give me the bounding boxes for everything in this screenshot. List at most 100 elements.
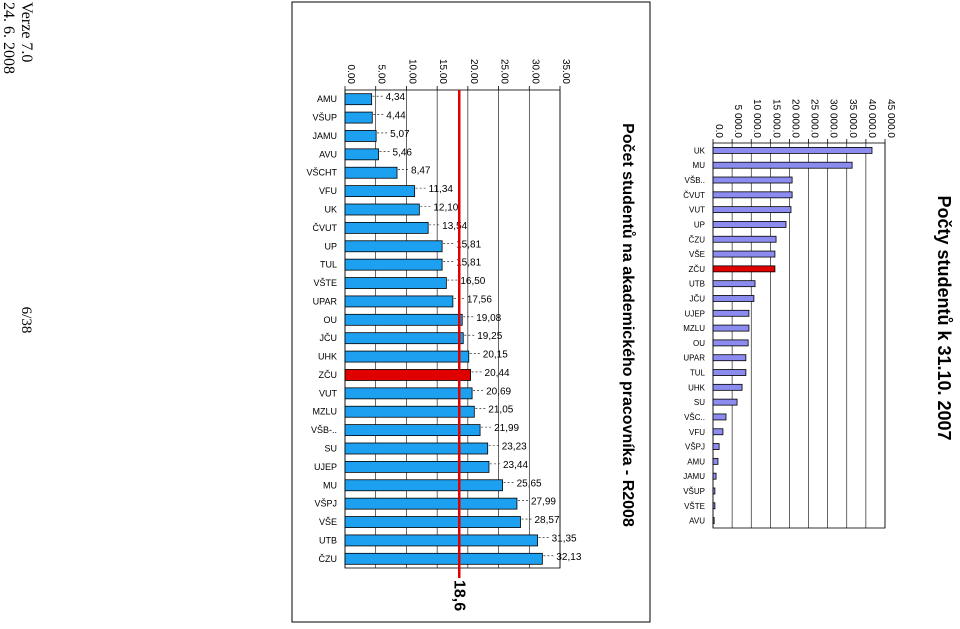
category-label: UHK <box>318 352 337 362</box>
bar <box>712 398 738 406</box>
category-label: MU <box>693 161 706 170</box>
bar <box>344 460 490 473</box>
category-label: AVU <box>319 149 337 159</box>
category-label: ČZU <box>689 235 706 244</box>
bar <box>344 350 470 363</box>
category-label: VŠPJ <box>314 499 337 509</box>
category-label: ZČU <box>319 370 338 380</box>
x-tick-label: 25.00 <box>499 59 510 84</box>
x-tick-label: 30 000.0 <box>828 99 839 138</box>
bar <box>712 250 776 258</box>
x-tick-label: 10.00 <box>406 59 417 84</box>
page-number: 6/38 <box>18 307 34 334</box>
x-tick-label: 5 000.0 <box>732 105 743 139</box>
category-label: JČU <box>320 333 338 343</box>
category-label: ČVUT <box>313 223 338 233</box>
category-label: UPAR <box>683 354 705 363</box>
bar <box>344 93 373 106</box>
value-label: 17,56 <box>467 294 492 305</box>
category-label: TUL <box>690 369 706 378</box>
x-tick-label: 10 000.0 <box>751 99 762 138</box>
bar <box>344 552 543 565</box>
value-label: 31,35 <box>552 533 577 544</box>
value-label: 19,25 <box>477 331 502 342</box>
x-tick-label: 15.00 <box>437 59 448 84</box>
bar <box>344 534 538 547</box>
category-label: AMU <box>317 94 337 104</box>
category-label: UP <box>694 220 705 229</box>
x-tick-label: 20 000.0 <box>789 99 800 138</box>
bar <box>712 487 716 495</box>
bar <box>712 443 720 450</box>
category-label: UK <box>324 205 337 215</box>
category-label: JČU <box>689 294 705 303</box>
value-label: 21,99 <box>494 423 519 434</box>
category-label: VŠTE <box>313 278 337 288</box>
category-label: VUT <box>689 206 705 215</box>
bar <box>344 185 416 198</box>
category-label: VŠE <box>319 517 337 527</box>
bar <box>344 258 443 271</box>
category-label: SU <box>324 444 337 454</box>
bar <box>344 130 377 142</box>
bar <box>712 428 724 436</box>
bar <box>712 221 787 228</box>
bar <box>712 309 750 317</box>
bar <box>344 387 473 400</box>
bar <box>344 166 398 179</box>
bar <box>344 479 503 492</box>
bar <box>712 265 776 273</box>
bar <box>344 332 464 345</box>
value-label: 4,34 <box>386 92 406 103</box>
value-label: 15,81 <box>456 258 481 269</box>
category-label: UP <box>324 241 337 251</box>
category-label: AMU <box>687 457 705 466</box>
date: 24. 6. 2008 <box>0 2 17 74</box>
bar <box>344 497 518 510</box>
plot-area <box>344 89 561 569</box>
value-label: 32,13 <box>556 552 581 563</box>
value-label: 4,44 <box>386 111 406 122</box>
x-tick-label: 35.00 <box>560 59 571 84</box>
value-label: 25,65 <box>517 478 542 489</box>
bar <box>344 295 454 308</box>
category-label: ČZU <box>319 554 338 564</box>
value-label: 21,05 <box>488 405 513 416</box>
x-tick-label: 15 000.0 <box>770 99 781 138</box>
bar <box>712 502 716 510</box>
x-tick-label: 30.00 <box>529 59 540 84</box>
category-label: ČVUT <box>683 191 705 200</box>
category-label: VŠB.. <box>685 176 705 185</box>
category-label: MU <box>323 480 337 490</box>
category-label: TUL <box>320 260 337 270</box>
category-label: VUT <box>319 388 338 398</box>
category-label: JAMU <box>683 472 705 481</box>
bar <box>344 424 481 437</box>
bar <box>712 295 755 302</box>
bar <box>344 516 521 528</box>
x-tick-label: 45 000.0 <box>885 99 896 138</box>
version: Verze 7.0 <box>18 2 35 62</box>
category-label: VŠUP <box>312 113 337 123</box>
category-label: VŠE <box>689 250 705 259</box>
plot-area <box>712 142 886 529</box>
value-label: 23,44 <box>503 460 528 471</box>
x-tick-label: 0.00 <box>345 65 356 85</box>
category-label: VFU <box>689 428 705 437</box>
x-tick-label: 40 000.0 <box>866 99 877 138</box>
bar <box>712 206 792 214</box>
bar <box>712 517 715 524</box>
value-label: 27,99 <box>531 497 556 508</box>
category-label: UK <box>694 146 706 155</box>
category-label: MZLU <box>313 407 338 417</box>
bar <box>712 235 777 243</box>
category-label: UHK <box>688 383 706 392</box>
bar <box>344 221 429 234</box>
chart-frame <box>291 1 651 623</box>
category-label: VFU <box>319 186 337 196</box>
category-label: MZLU <box>683 324 705 333</box>
value-label: 15,81 <box>456 239 481 250</box>
bar <box>712 280 756 288</box>
